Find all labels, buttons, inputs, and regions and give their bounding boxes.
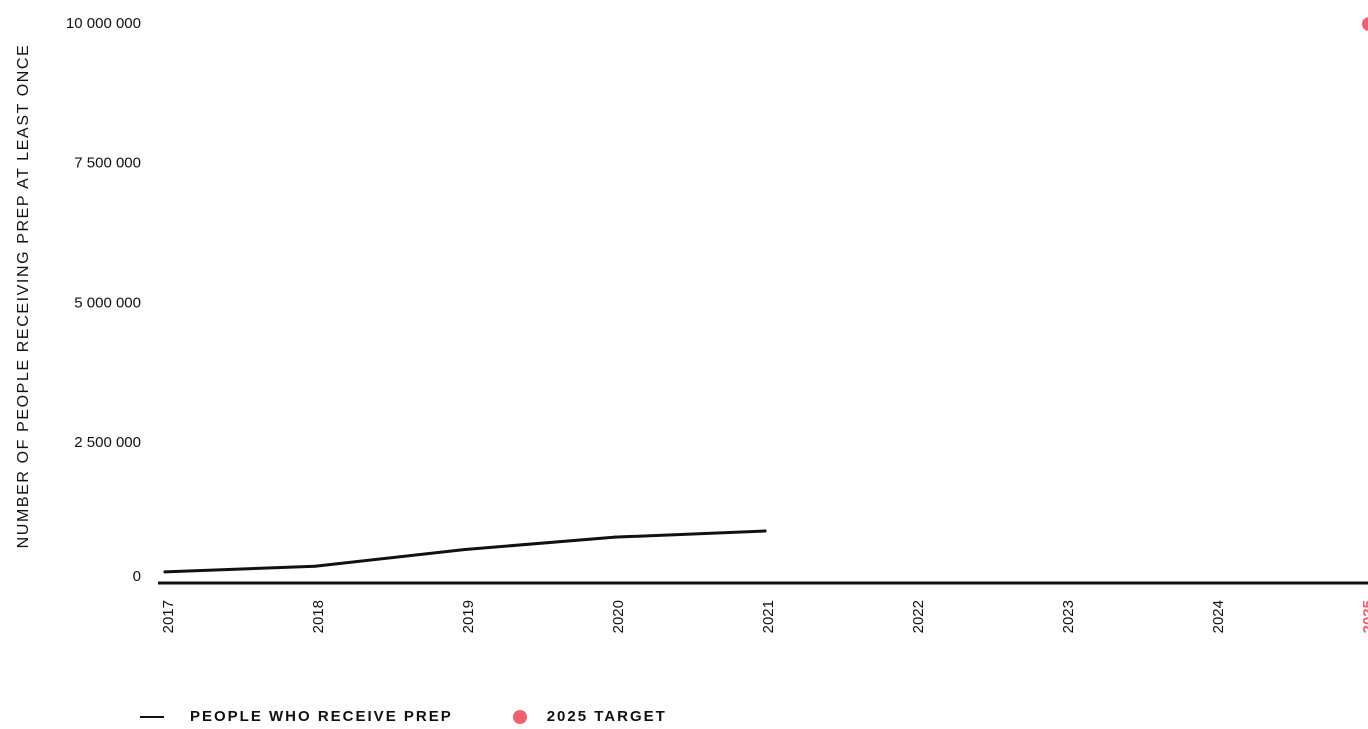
x-tick-label: 2025 — [1360, 600, 1368, 633]
y-axis-label: NUMBER OF PEOPLE RECEIVING PREP AT LEAST… — [15, 43, 32, 549]
y-tick-label: 5 000 000 — [74, 294, 141, 311]
x-tick-label: 2017 — [160, 600, 177, 633]
target-point — [1362, 17, 1368, 31]
series-line-0 — [163, 529, 767, 574]
legend-item-people-prep: PEOPLE WHO RECEIVE PREP — [140, 708, 453, 725]
legend-label-people-prep: PEOPLE WHO RECEIVE PREP — [190, 708, 453, 725]
x-tick-label: 2021 — [760, 600, 777, 633]
legend-item-target: 2025 TARGET — [512, 708, 667, 725]
legend-line-icon — [140, 715, 164, 718]
y-tick-label: 0 — [133, 568, 141, 585]
y-tick-label: 2 500 000 — [74, 434, 141, 451]
x-tick-label: 2019 — [460, 600, 477, 633]
data-point — [163, 570, 167, 574]
legend-label-target: 2025 TARGET — [546, 708, 667, 725]
y-tick-label: 7 500 000 — [74, 155, 141, 172]
legend-dot-icon — [512, 709, 527, 724]
x-tick-label: 2024 — [1210, 600, 1227, 633]
legend: PEOPLE WHO RECEIVE PREP 2025 TARGET — [140, 708, 727, 725]
y-tick-label: 10 000 000 — [66, 15, 141, 32]
x-tick-label: 2023 — [1060, 600, 1077, 633]
x-tick-label: 2022 — [910, 600, 927, 633]
data-point — [313, 564, 317, 568]
x-tick-label: 2020 — [610, 600, 627, 633]
data-point — [463, 547, 467, 551]
x-tick-label: 2018 — [310, 600, 327, 633]
data-point — [763, 529, 767, 533]
data-point — [613, 535, 617, 539]
